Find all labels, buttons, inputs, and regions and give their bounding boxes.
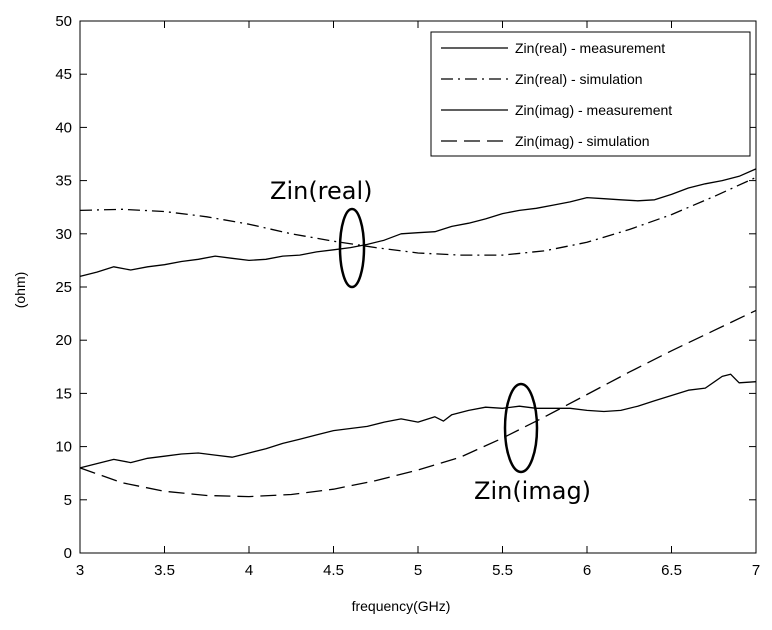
zin-imag-annotation: Zin(imag) (474, 382, 591, 505)
y-tick-label: 50 (55, 13, 72, 30)
legend-entry-label: Zin(real) - measurement (515, 40, 665, 56)
zin-real-ellipse-marker (338, 207, 366, 289)
x-tick-label: 7 (752, 562, 760, 579)
y-tick-label: 15 (55, 385, 72, 402)
legend-entry-label: Zin(imag) - simulation (515, 133, 650, 149)
x-tick-label: 3.5 (154, 562, 175, 579)
series-line-2 (79, 176, 757, 256)
y-tick-label: 0 (64, 545, 72, 562)
y-tick-label: 10 (55, 439, 72, 456)
legend-entry-label: Zin(real) - simulation (515, 71, 643, 87)
zin-imag-annotation-label: Zin(imag) (474, 477, 591, 505)
x-tick-label: 6 (583, 562, 591, 579)
y-axis-label: (ohm) (12, 272, 28, 309)
y-tick-label: 20 (55, 332, 72, 349)
series-line-1 (79, 168, 757, 278)
x-tick-label: 5 (414, 562, 422, 579)
axes: 3 3.5 4 4.5 5 5.5 6 6.5 7 0 5 10 15 20 25 30 35 40 45 50 (55, 13, 760, 579)
y-tick-label: 30 (55, 226, 72, 243)
legend-box (430, 31, 751, 157)
series-line-4 (79, 309, 757, 498)
x-tick-label: 4 (245, 562, 253, 579)
legend-entry-label: Zin(imag) - measurement (515, 102, 672, 118)
series-lines (79, 168, 757, 498)
zin-imag-ellipse-marker (503, 382, 539, 474)
y-tick-label: 40 (55, 119, 72, 136)
y-tick-label: 45 (55, 66, 72, 83)
x-tick-label: 6.5 (661, 562, 682, 579)
x-tick-label: 4.5 (323, 562, 344, 579)
x-axis-label: frequency(GHz) (352, 598, 451, 614)
y-tick-label: 25 (55, 279, 72, 296)
series-line-3 (79, 373, 757, 469)
x-tick-label: 3 (76, 562, 84, 579)
legend: Zin(real) - measurement Zin(real) - simul… (430, 31, 751, 157)
zin-real-annotation: Zin(real) (270, 177, 373, 289)
y-tick-label: 35 (55, 173, 72, 190)
zin-real-annotation-label: Zin(real) (270, 177, 373, 205)
y-tick-label: 5 (64, 492, 72, 509)
x-tick-label: 5.5 (492, 562, 513, 579)
